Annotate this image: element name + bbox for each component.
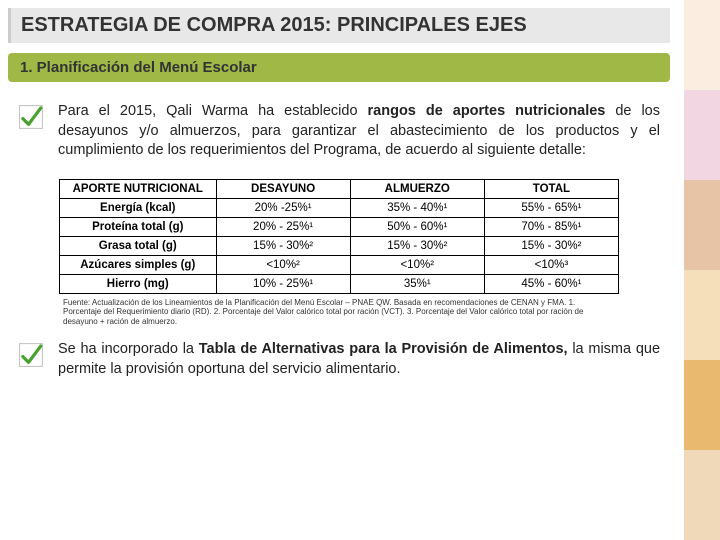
stripe (684, 0, 720, 90)
stripe (684, 270, 720, 360)
paragraph-2: Se ha incorporado la Tabla de Alternativ… (58, 340, 660, 379)
table-row: Energía (kcal) 20% -25%¹ 35% - 40%¹ 55% … (60, 198, 619, 217)
para2-bold: Tabla de Alternativas para la Provisión … (199, 341, 568, 357)
row-label: Azúcares simples (g) (60, 255, 217, 274)
check-icon (18, 342, 44, 368)
table-row: Azúcares simples (g) <10%² <10%² <10%³ (60, 255, 619, 274)
right-color-stripes (684, 0, 720, 540)
check-icon (18, 104, 44, 130)
cell: 35% - 40%¹ (350, 198, 484, 217)
section-heading: 1. Planificación del Menú Escolar (8, 53, 670, 82)
col-header: ALMUERZO (350, 179, 484, 198)
paragraph-1: Para el 2015, Qali Warma ha establecido … (58, 102, 660, 161)
para1-part-a: Para el 2015, Qali Warma ha establecido (58, 103, 368, 119)
table-row: Hierro (mg) 10% - 25%¹ 35%¹ 45% - 60%¹ (60, 274, 619, 293)
stripe (684, 360, 720, 450)
cell: 50% - 60%¹ (350, 217, 484, 236)
table-header-row: APORTE NUTRICIONAL DESAYUNO ALMUERZO TOT… (60, 179, 619, 198)
cell: 20% -25%¹ (216, 198, 350, 217)
cell: <10%² (350, 255, 484, 274)
cell: 10% - 25%¹ (216, 274, 350, 293)
row-label: Proteína total (g) (60, 217, 217, 236)
para2-part-a: Se ha incorporado la (58, 341, 199, 357)
cell: 20% - 25%¹ (216, 217, 350, 236)
cell: 35%¹ (350, 274, 484, 293)
stripe (684, 450, 720, 540)
page-title: ESTRATEGIA DE COMPRA 2015: PRINCIPALES E… (8, 8, 670, 43)
col-header: APORTE NUTRICIONAL (60, 179, 217, 198)
stripe (684, 90, 720, 180)
table-row: Proteína total (g) 20% - 25%¹ 50% - 60%¹… (60, 217, 619, 236)
cell: 15% - 30%² (484, 236, 618, 255)
paragraph-row-1: Para el 2015, Qali Warma ha establecido … (18, 102, 660, 161)
row-label: Grasa total (g) (60, 236, 217, 255)
cell: 15% - 30%² (350, 236, 484, 255)
cell: 55% - 65%¹ (484, 198, 618, 217)
col-header: TOTAL (484, 179, 618, 198)
row-label: Hierro (mg) (60, 274, 217, 293)
nutrition-table: APORTE NUTRICIONAL DESAYUNO ALMUERZO TOT… (59, 179, 619, 294)
cell: 45% - 60%¹ (484, 274, 618, 293)
cell: 70% - 85%¹ (484, 217, 618, 236)
cell: <10%³ (484, 255, 618, 274)
table-footnote: Fuente: Actualización de los Lineamiento… (59, 298, 619, 327)
paragraph-row-2: Se ha incorporado la Tabla de Alternativ… (18, 340, 660, 379)
stripe (684, 180, 720, 270)
nutrition-table-wrap: APORTE NUTRICIONAL DESAYUNO ALMUERZO TOT… (59, 179, 619, 327)
cell: <10%² (216, 255, 350, 274)
slide-content: ESTRATEGIA DE COMPRA 2015: PRINCIPALES E… (0, 0, 680, 408)
col-header: DESAYUNO (216, 179, 350, 198)
table-row: Grasa total (g) 15% - 30%² 15% - 30%² 15… (60, 236, 619, 255)
para1-bold: rangos de aportes nutricionales (368, 103, 606, 119)
row-label: Energía (kcal) (60, 198, 217, 217)
cell: 15% - 30%² (216, 236, 350, 255)
